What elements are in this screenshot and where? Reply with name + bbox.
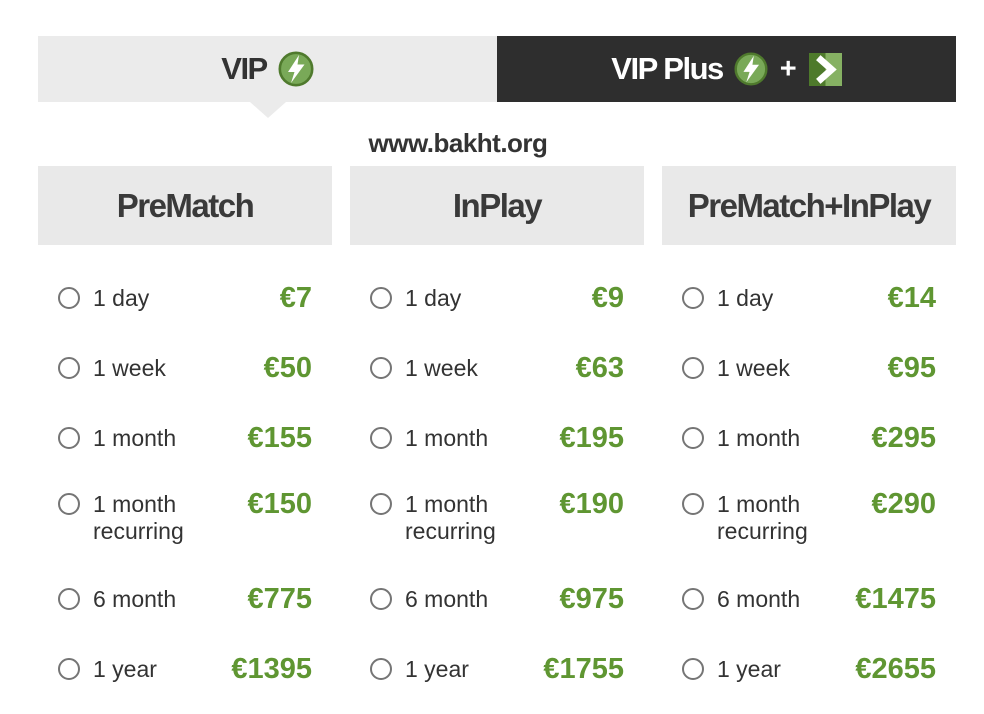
duration-label: 6 month	[405, 585, 489, 612]
duration-label: 1 month	[93, 424, 177, 451]
lightning-icon	[734, 52, 768, 86]
plan-option-row[interactable]: 1 week €50	[38, 333, 332, 403]
duration-label: 6 month	[717, 585, 801, 612]
duration-label-line2: recurring	[93, 518, 184, 544]
radio-button[interactable]	[682, 427, 704, 449]
column-inplay: InPlay 1 day €9 1 week €63 1 month €195 …	[350, 166, 644, 704]
plan-option-row[interactable]: 1 day €14	[662, 263, 956, 333]
radio-button[interactable]	[682, 357, 704, 379]
duration-label: 1 day	[717, 284, 774, 311]
price-label: €95	[887, 351, 936, 384]
site-url: www.bakht.org	[38, 102, 956, 166]
plan-option-row[interactable]: 1 month €195	[350, 403, 644, 473]
plan-option-row[interactable]: 1 week €95	[662, 333, 956, 403]
plan-option-row[interactable]: 1 day €7	[38, 263, 332, 333]
radio-button[interactable]	[682, 658, 704, 680]
price-label: €9	[591, 281, 624, 314]
duration-label: 1 week	[717, 354, 790, 381]
tab-vip-label: VIP	[221, 51, 268, 86]
column-prematch-inplay: PreMatch+InPlay 1 day €14 1 week €95 1 m…	[662, 166, 956, 704]
price-label: €190	[559, 488, 624, 520]
duration-label: 1 month	[717, 424, 801, 451]
plus-sign: +	[779, 52, 797, 85]
plan-option-row[interactable]: 1 day €9	[350, 263, 644, 333]
plan-option-row[interactable]: 1 week €63	[350, 333, 644, 403]
radio-button[interactable]	[682, 287, 704, 309]
plan-option-row[interactable]: 1 year €1755	[350, 634, 644, 704]
duration-label: 1 month	[405, 491, 489, 517]
plan-option-row[interactable]: 1 year €2655	[662, 634, 956, 704]
radio-button[interactable]	[58, 658, 80, 680]
chevron-right-icon	[808, 52, 842, 86]
site-url-text: www.bakht.org	[368, 127, 548, 158]
duration-label: 6 month	[93, 585, 177, 612]
radio-button[interactable]	[58, 287, 80, 309]
column-header: PreMatch+InPlay	[662, 166, 956, 245]
radio-button[interactable]	[58, 493, 80, 515]
duration-label: 1 month	[717, 491, 801, 517]
price-label: €1755	[543, 652, 624, 685]
radio-button[interactable]	[682, 588, 704, 610]
price-label: €195	[559, 421, 624, 454]
duration-label: 1 day	[405, 284, 462, 311]
duration-label: 1 month	[93, 491, 177, 517]
price-label: €63	[575, 351, 624, 384]
plan-option-row[interactable]: 1 year €1395	[38, 634, 332, 704]
price-label: €295	[871, 421, 936, 454]
duration-label-line2: recurring	[717, 518, 808, 544]
price-label: €150	[247, 488, 312, 520]
price-label: €975	[559, 582, 624, 615]
plan-option-row[interactable]: 1 month €295	[662, 403, 956, 473]
plan-option-row[interactable]: 6 month €975	[350, 564, 644, 634]
price-label: €1475	[855, 582, 936, 615]
duration-label: 1 year	[405, 655, 469, 682]
duration-label-line2: recurring	[405, 518, 496, 544]
radio-button[interactable]	[682, 493, 704, 515]
radio-button[interactable]	[370, 427, 392, 449]
plan-option-row[interactable]: 1 month €155	[38, 403, 332, 473]
price-label: €2655	[855, 652, 936, 685]
lightning-icon	[278, 51, 314, 87]
price-label: €14	[887, 281, 936, 314]
radio-button[interactable]	[370, 357, 392, 379]
plan-option-row[interactable]: 6 month €775	[38, 564, 332, 634]
radio-button[interactable]	[58, 427, 80, 449]
duration-label: 1 week	[93, 354, 166, 381]
price-label: €155	[247, 421, 312, 454]
plan-option-row[interactable]: 1 month recurring €290	[662, 473, 956, 564]
duration-label: 1 day	[93, 284, 150, 311]
duration-label: 1 week	[405, 354, 478, 381]
radio-button[interactable]	[370, 493, 392, 515]
column-rows: 1 day €14 1 week €95 1 month €295 1 mont…	[662, 245, 956, 704]
radio-button[interactable]	[370, 588, 392, 610]
price-label: €50	[263, 351, 312, 384]
plan-option-row[interactable]: 1 month recurring €150	[38, 473, 332, 564]
duration-label: 1 month	[405, 424, 489, 451]
duration-label: 1 year	[717, 655, 781, 682]
pricing-grid: PreMatch 1 day €7 1 week €50 1 month €15…	[38, 166, 956, 704]
price-label: €775	[247, 582, 312, 615]
tab-vip[interactable]: VIP	[38, 36, 497, 102]
price-label: €7	[279, 281, 312, 314]
plan-option-row[interactable]: 6 month €1475	[662, 564, 956, 634]
duration-label: 1 year	[93, 655, 157, 682]
column-rows: 1 day €7 1 week €50 1 month €155 1 month…	[38, 245, 332, 704]
radio-button[interactable]	[370, 658, 392, 680]
price-label: €290	[871, 488, 936, 520]
radio-button[interactable]	[58, 588, 80, 610]
column-header: PreMatch	[38, 166, 332, 245]
radio-button[interactable]	[370, 287, 392, 309]
column-rows: 1 day €9 1 week €63 1 month €195 1 month…	[350, 245, 644, 704]
radio-button[interactable]	[58, 357, 80, 379]
plan-option-row[interactable]: 1 month recurring €190	[350, 473, 644, 564]
tab-vip-plus[interactable]: VIP Plus +	[497, 36, 956, 102]
plan-tabs: VIP VIP Plus +	[38, 36, 956, 102]
tab-vip-plus-label: VIP Plus	[611, 51, 724, 86]
price-label: €1395	[231, 652, 312, 685]
column-prematch: PreMatch 1 day €7 1 week €50 1 month €15…	[38, 166, 332, 704]
column-header: InPlay	[350, 166, 644, 245]
